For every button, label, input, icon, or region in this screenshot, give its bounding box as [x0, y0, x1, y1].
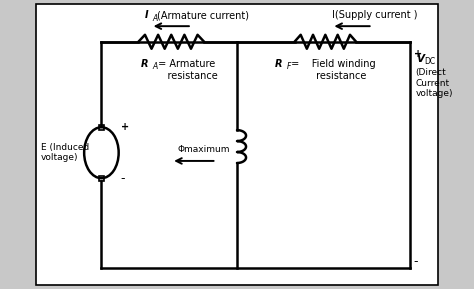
Text: A: A — [153, 14, 158, 23]
Text: R: R — [275, 59, 282, 69]
Text: E (Induced
voltage): E (Induced voltage) — [41, 143, 89, 162]
Text: V: V — [416, 54, 424, 64]
Text: A: A — [153, 62, 158, 71]
Text: = Armature
    resistance: = Armature resistance — [155, 59, 218, 81]
Text: -: - — [414, 255, 418, 268]
Text: F: F — [286, 62, 291, 71]
Text: (Armature current): (Armature current) — [157, 10, 249, 21]
Text: =    Field winding
         resistance: = Field winding resistance — [288, 59, 376, 81]
Text: DC: DC — [424, 58, 435, 66]
Text: I(Supply current ): I(Supply current ) — [331, 10, 417, 21]
Text: +: + — [121, 122, 129, 132]
Text: Φmaximum: Φmaximum — [177, 144, 230, 153]
Text: I: I — [145, 10, 149, 21]
Text: R: R — [141, 59, 149, 69]
Text: (Direct
Current
voltage): (Direct Current voltage) — [416, 68, 453, 98]
Text: +: + — [414, 49, 422, 59]
Text: -: - — [121, 172, 125, 185]
Bar — [99, 175, 104, 181]
Bar — [99, 125, 104, 130]
